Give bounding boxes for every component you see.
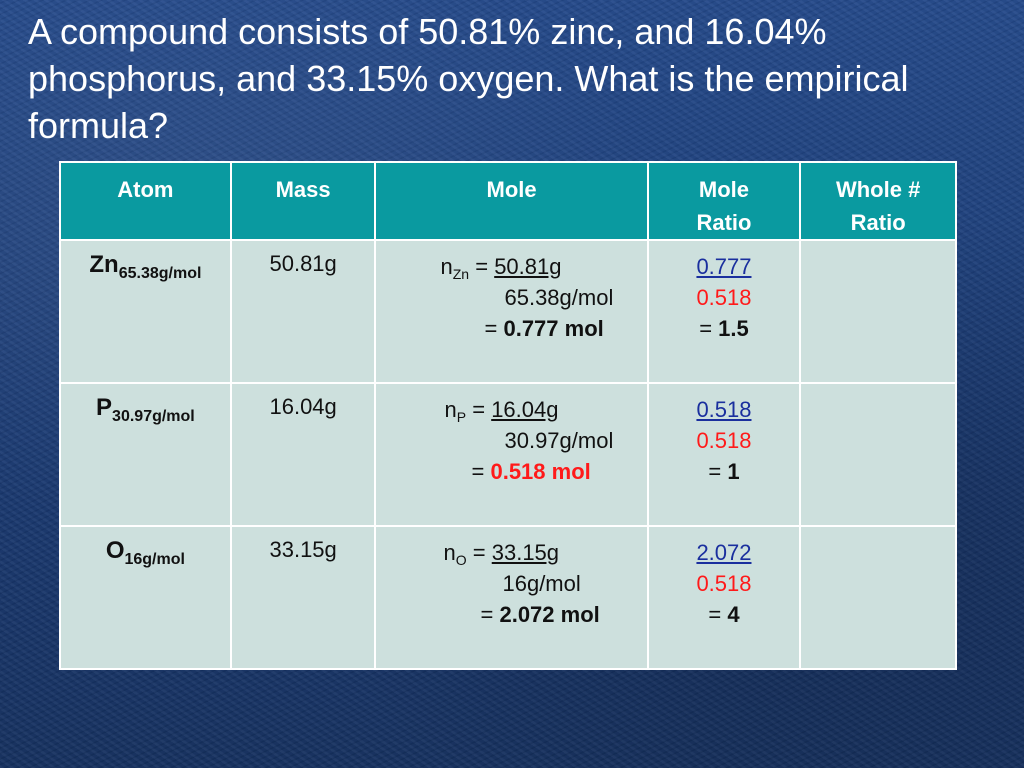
mole-result: 0.518 mol — [490, 459, 591, 484]
equals-sign: = — [708, 602, 722, 627]
table-row: Zn65.38g/mol 50.81g nZn = 50.81g 65.38g/… — [59, 239, 957, 384]
header-whole-ratio: Whole # Ratio — [799, 161, 957, 241]
mole-ratio-cell: 2.072 0.518 = 4 — [646, 525, 802, 670]
mole-numerator: 16.04g — [491, 397, 559, 422]
n-subscript: P — [456, 409, 467, 425]
ratio-numerator: 0.777 — [696, 254, 752, 279]
mole-cell: nO = 33.15g 16g/mol = 2.072 mol — [374, 525, 649, 670]
mole-result: 2.072 mol — [499, 602, 600, 627]
ratio-result: 1 — [727, 459, 740, 484]
equals-sign: = — [472, 397, 486, 422]
mass-cell: 50.81g — [229, 239, 377, 384]
table-row: O16g/mol 33.15g nO = 33.15g 16g/mol = 2.… — [59, 525, 957, 670]
whole-ratio-cell — [799, 382, 957, 527]
ratio-result: 1.5 — [718, 316, 749, 341]
ratio-result: 4 — [727, 602, 740, 627]
mole-ratio-cell: 0.777 0.518 = 1.5 — [646, 239, 802, 384]
element-symbol: P — [96, 394, 113, 421]
mole-denominator: 16g/mol — [502, 571, 581, 596]
header-atom: Atom — [59, 161, 232, 241]
ratio-denominator: 0.518 — [696, 571, 752, 596]
equals-sign: = — [484, 316, 498, 341]
slide-title: A compound consists of 50.81% zinc, and … — [28, 11, 909, 146]
atom-cell: Zn65.38g/mol — [59, 239, 232, 384]
molar-mass: 16g/mol — [124, 551, 185, 568]
atom-cell: P30.97g/mol — [59, 382, 232, 527]
mole-result: 0.777 mol — [503, 316, 604, 341]
header-whole-ratio-line1: Whole # — [835, 177, 921, 202]
n-symbol: n — [443, 540, 456, 565]
equals-sign: = — [475, 254, 489, 279]
element-symbol: Zn — [89, 251, 119, 278]
whole-ratio-cell — [799, 525, 957, 670]
n-symbol: n — [440, 254, 453, 279]
header-mole-ratio: Mole Ratio — [646, 161, 802, 241]
table-header-row: Atom Mass Mole Mole Ratio Whole # Ratio — [59, 161, 957, 241]
ratio-numerator: 2.072 — [696, 540, 752, 565]
header-mole-ratio-line2: Ratio — [696, 210, 752, 235]
mass-cell: 33.15g — [229, 525, 377, 670]
n-symbol: n — [444, 397, 457, 422]
whole-ratio-cell — [799, 239, 957, 384]
equals-sign: = — [699, 316, 713, 341]
header-mole-ratio-line1: Mole — [698, 177, 750, 202]
mole-denominator: 65.38g/mol — [504, 285, 614, 310]
table-row: P30.97g/mol 16.04g nP = 16.04g 30.97g/mo… — [59, 382, 957, 527]
header-whole-ratio-line2: Ratio — [850, 210, 906, 235]
mass-cell: 16.04g — [229, 382, 377, 527]
mole-numerator: 50.81g — [494, 254, 562, 279]
empirical-formula-table: Atom Mass Mole Mole Ratio Whole # Ratio Zn… — [59, 161, 957, 670]
mole-denominator: 30.97g/mol — [504, 428, 614, 453]
ratio-denominator: 0.518 — [696, 428, 752, 453]
element-symbol: O — [105, 537, 125, 564]
atom-cell: O16g/mol — [59, 525, 232, 670]
n-subscript: O — [455, 552, 467, 568]
n-subscript: Zn — [452, 266, 470, 282]
molar-mass: 30.97g/mol — [112, 408, 195, 425]
ratio-denominator: 0.518 — [696, 285, 752, 310]
equals-sign: = — [471, 459, 485, 484]
mole-ratio-cell: 0.518 0.518 = 1 — [646, 382, 802, 527]
equals-sign: = — [472, 540, 486, 565]
ratio-numerator: 0.518 — [696, 397, 752, 422]
mole-cell: nZn = 50.81g 65.38g/mol = 0.777 mol — [374, 239, 649, 384]
header-mass: Mass — [229, 161, 377, 241]
mole-numerator: 33.15g — [491, 540, 560, 565]
mole-cell: nP = 16.04g 30.97g/mol = 0.518 mol — [374, 382, 649, 527]
equals-sign: = — [480, 602, 494, 627]
header-mole: Mole — [374, 161, 649, 241]
molar-mass: 65.38g/mol — [118, 265, 202, 282]
equals-sign: = — [708, 459, 722, 484]
